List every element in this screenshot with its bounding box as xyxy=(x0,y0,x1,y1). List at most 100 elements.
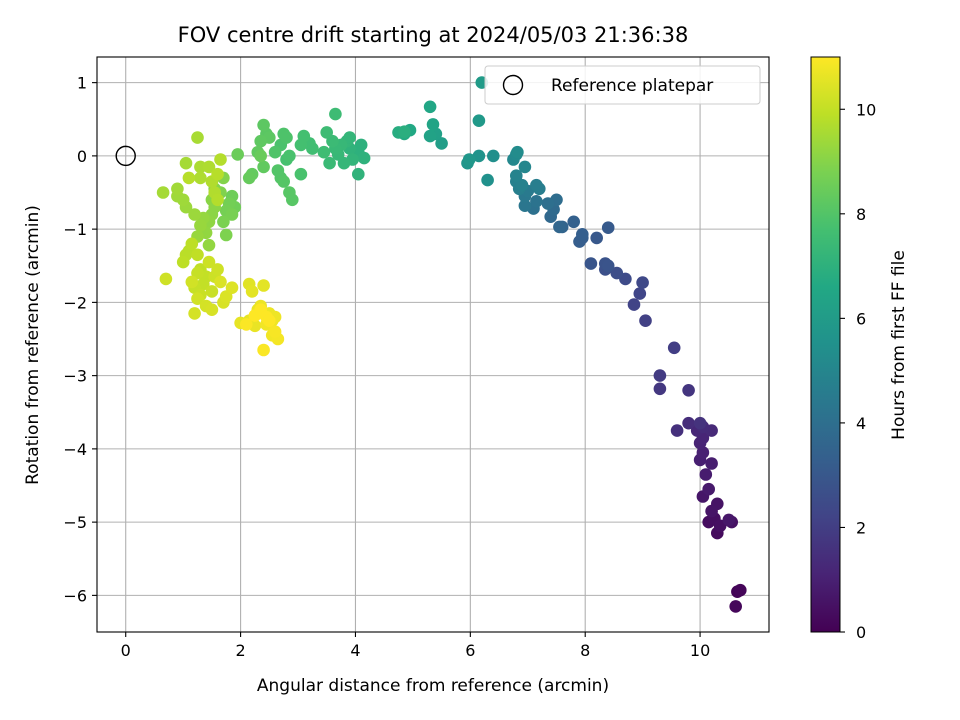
scatter-point xyxy=(188,208,201,221)
x-tick-label: 2 xyxy=(235,641,245,660)
scatter-point xyxy=(515,178,529,192)
scatter-point xyxy=(286,193,299,207)
x-axis-label: Angular distance from reference (arcmin) xyxy=(257,676,609,696)
scatter-point xyxy=(176,255,190,269)
scatter-point xyxy=(627,298,641,311)
scatter-point xyxy=(590,231,603,245)
scatter-point xyxy=(205,285,219,298)
scatter-point xyxy=(159,272,173,286)
scatter-point xyxy=(211,167,224,181)
x-tick-label: 10 xyxy=(690,641,710,660)
scatter-point xyxy=(601,259,615,273)
scatter-point xyxy=(188,307,201,320)
y-axis-label: Rotation from reference (arcmin) xyxy=(23,205,43,485)
scatter-point xyxy=(702,482,715,496)
scatter-point xyxy=(567,215,580,229)
scatter-point xyxy=(734,583,747,597)
scatter-point xyxy=(242,171,256,185)
scatter-point xyxy=(202,238,216,252)
scatter-point xyxy=(518,160,532,174)
y-tick-label: 1 xyxy=(77,74,87,93)
scatter-point xyxy=(705,457,718,470)
x-tick-label: 8 xyxy=(580,641,590,660)
legend-box xyxy=(484,65,761,105)
plot-border xyxy=(96,56,770,633)
scatter-point xyxy=(277,175,291,188)
scatter-point xyxy=(263,314,276,328)
scatter-point xyxy=(283,149,296,163)
scatter-point xyxy=(225,281,239,295)
legend-entry-reference: Reference platepar xyxy=(551,76,713,96)
scatter-point xyxy=(481,173,494,187)
scatter-point xyxy=(423,100,437,114)
scatter-point xyxy=(194,219,207,232)
scatter-point xyxy=(323,156,336,170)
scatter-point xyxy=(217,215,230,229)
scatter-point xyxy=(171,182,184,196)
scatter-point xyxy=(329,107,342,121)
scatter-point xyxy=(320,126,334,139)
scatter-point xyxy=(636,276,649,289)
scatter-point xyxy=(398,125,411,138)
legend: Reference platepar xyxy=(484,65,761,105)
y-tick-label: −3 xyxy=(63,367,87,386)
scatter-point xyxy=(185,275,199,289)
x-tick-label: 4 xyxy=(350,641,360,660)
scatter-point xyxy=(584,257,598,270)
scatter-point xyxy=(257,343,270,357)
scatter-point xyxy=(518,199,532,212)
scatter-point xyxy=(257,279,270,292)
scatter-point xyxy=(214,153,227,166)
scatter-point xyxy=(257,118,270,132)
scatter-point xyxy=(202,255,216,269)
scatter-point xyxy=(179,156,193,170)
scatter-point xyxy=(682,384,695,397)
scatter-point xyxy=(693,416,707,430)
scatter-point xyxy=(601,221,615,234)
scatter-point xyxy=(294,167,308,181)
scatter-point xyxy=(462,153,476,166)
scatter-point xyxy=(472,114,486,127)
colorbar: 0 2 4 6 8 10 Hours from first FF file xyxy=(810,56,909,642)
scatter-point xyxy=(653,382,667,396)
scatter-point xyxy=(219,228,233,242)
x-tick-label: 0 xyxy=(121,641,131,660)
colorbar-tick-label: 8 xyxy=(856,205,866,224)
scatter-point xyxy=(530,178,543,192)
scatter-point xyxy=(205,303,219,317)
scatter-point xyxy=(487,149,500,163)
y-tick-label: −4 xyxy=(63,440,87,459)
scatter-point xyxy=(576,228,589,241)
scatter-point xyxy=(254,149,267,163)
colorbar-tick-label: 2 xyxy=(856,518,866,537)
scatter-point xyxy=(510,169,523,182)
scatter-point xyxy=(191,292,204,306)
scatter-point xyxy=(639,314,652,328)
scatter-point xyxy=(268,145,282,159)
colorbar-label: Hours from first FF file xyxy=(889,250,909,440)
scatter-point xyxy=(240,318,253,331)
reference-platepar-marker xyxy=(115,145,136,167)
scatter-point xyxy=(667,341,681,355)
scatter-point xyxy=(553,220,566,234)
colorbar-tick-label: 4 xyxy=(856,414,866,433)
scatter-point xyxy=(257,160,270,174)
colorbar-tick-label: 0 xyxy=(856,623,866,642)
scatter-point xyxy=(191,131,204,144)
scatter-point xyxy=(682,416,695,430)
y-tick-label: 0 xyxy=(77,147,87,166)
scatter-point xyxy=(254,134,267,148)
scatter-point xyxy=(729,600,742,613)
legend-marker xyxy=(502,74,524,96)
scatter-point xyxy=(511,145,524,159)
scatter-point xyxy=(610,266,624,280)
scatter-point xyxy=(231,148,244,161)
scatter-point xyxy=(435,137,448,150)
scatter-point xyxy=(541,197,555,210)
chart-title: FOV centre drift starting at 2024/05/03 … xyxy=(178,23,689,47)
scatter-point xyxy=(653,369,667,382)
colorbar-ticks: 0 2 4 6 8 10 xyxy=(840,100,876,642)
scatter-point xyxy=(202,160,216,174)
